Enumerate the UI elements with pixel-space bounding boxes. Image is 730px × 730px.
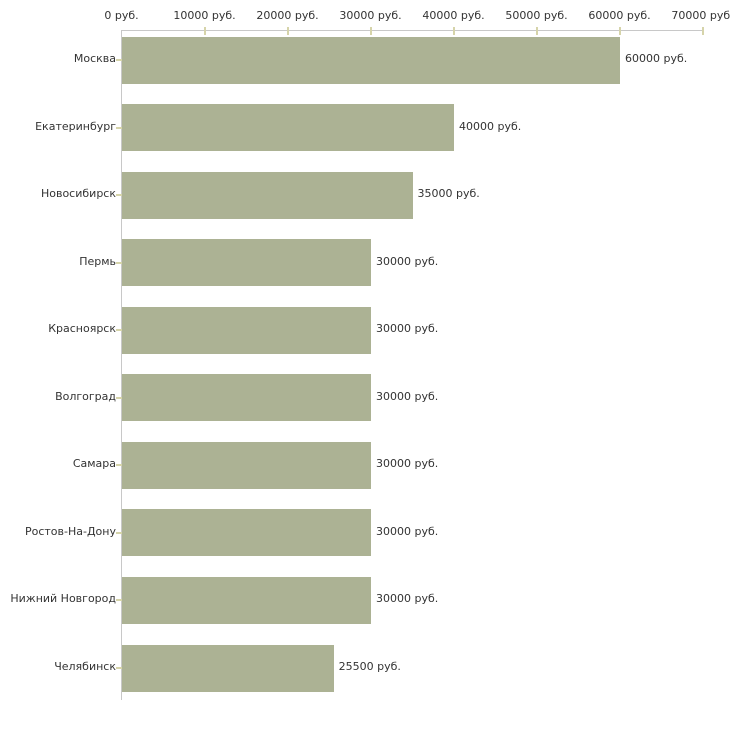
bar-value-label: 30000 руб. bbox=[376, 389, 439, 403]
bar bbox=[122, 36, 620, 84]
category-label: Москва bbox=[73, 52, 116, 65]
x-tick-label: 30000 руб. bbox=[339, 9, 402, 22]
x-tick-label: 0 руб. bbox=[104, 9, 139, 22]
category-tick bbox=[116, 599, 122, 602]
bar-value-label: 25500 руб. bbox=[338, 660, 401, 674]
x-tick-mark bbox=[452, 27, 455, 35]
category-label: Самара bbox=[72, 457, 116, 471]
bar bbox=[122, 104, 454, 152]
bar bbox=[122, 171, 413, 219]
bar-value-label: 40000 руб. bbox=[459, 119, 522, 133]
category-tick bbox=[116, 531, 122, 534]
x-tick-label: 10000 руб. bbox=[173, 9, 236, 22]
category-label: Пермь bbox=[79, 254, 116, 268]
x-axis-line bbox=[121, 30, 703, 31]
bar-value-label: 60000 руб. bbox=[625, 52, 688, 65]
bar bbox=[122, 239, 371, 287]
bar bbox=[122, 306, 371, 354]
x-tick-mark bbox=[203, 27, 206, 35]
bar-value-label: 30000 руб. bbox=[376, 254, 439, 268]
bar-value-label: 30000 руб. bbox=[376, 524, 439, 538]
category-tick bbox=[116, 59, 122, 61]
x-tick-label: 20000 руб. bbox=[256, 9, 319, 22]
category-label: Екатеринбург bbox=[35, 119, 116, 133]
category-label: Новосибирск bbox=[40, 187, 116, 201]
category-tick bbox=[116, 667, 122, 670]
category-tick bbox=[116, 329, 122, 332]
x-tick-label: 40000 руб. bbox=[422, 9, 485, 22]
category-label: Челябинск bbox=[54, 660, 116, 674]
bar bbox=[122, 644, 334, 692]
x-tick-label: 70000 руб. bbox=[671, 9, 730, 22]
x-tick-mark bbox=[535, 27, 538, 35]
category-tick bbox=[116, 396, 122, 399]
bar bbox=[122, 509, 371, 557]
category-label: Нижний Новгород bbox=[10, 592, 116, 606]
x-tick-mark bbox=[618, 27, 621, 35]
x-tick-mark bbox=[701, 27, 704, 35]
category-label: Ростов-На-Дону bbox=[24, 524, 116, 538]
x-tick-mark bbox=[369, 27, 372, 35]
bar bbox=[122, 374, 371, 422]
bar-value-label: 35000 руб. bbox=[417, 187, 480, 201]
category-tick bbox=[116, 126, 122, 129]
category-label: Волгоград bbox=[55, 389, 116, 403]
category-tick bbox=[116, 464, 122, 467]
bar-value-label: 30000 руб. bbox=[376, 457, 439, 471]
y-axis-line bbox=[121, 30, 122, 700]
x-tick-label: 50000 руб. bbox=[505, 9, 568, 22]
bar bbox=[122, 576, 371, 624]
bar-value-label: 30000 руб. bbox=[376, 322, 439, 336]
category-tick bbox=[116, 194, 122, 197]
x-tick-label: 60000 руб. bbox=[588, 9, 651, 22]
bar bbox=[122, 441, 371, 489]
category-label: Красноярск bbox=[48, 322, 116, 336]
category-tick bbox=[116, 261, 122, 264]
x-tick-mark bbox=[286, 27, 289, 35]
bar-value-label: 30000 руб. bbox=[376, 592, 439, 606]
